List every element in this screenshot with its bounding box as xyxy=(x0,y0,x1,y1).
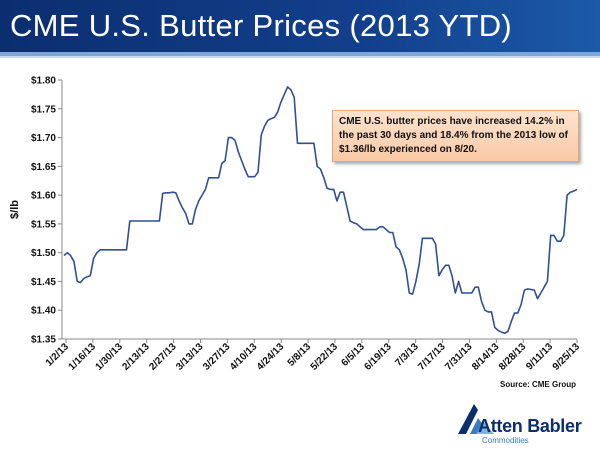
y-tick-label: $1.55 xyxy=(31,219,56,230)
x-tick-label: 5/22/13 xyxy=(309,341,341,373)
banner-rule xyxy=(0,52,600,56)
x-tick-label: 4/24/13 xyxy=(255,341,287,373)
x-tick-label: 1/30/13 xyxy=(94,341,126,373)
price-series-line xyxy=(63,86,578,335)
y-tick-label: $1.40 xyxy=(31,306,56,317)
x-tick-label: 7/17/13 xyxy=(416,341,448,373)
logo-tagline: Commodities xyxy=(482,436,529,445)
x-tick-label: 8/14/13 xyxy=(470,341,502,373)
x-tick-label: 9/25/13 xyxy=(551,341,583,373)
x-tick-label: 7/31/13 xyxy=(443,341,475,373)
x-tick-label: 3/27/13 xyxy=(201,341,233,373)
x-tick-label: 3/13/13 xyxy=(174,341,206,373)
logo-mark-icon xyxy=(458,404,494,434)
y-tick-label: $1.70 xyxy=(31,133,56,144)
y-tick-label: $1.50 xyxy=(31,248,56,259)
y-axis-label: $/lb xyxy=(9,200,21,219)
source-label: Source: CME Group xyxy=(499,380,576,389)
x-tick-label: 8/28/13 xyxy=(497,341,529,373)
x-tick-label: 9/11/13 xyxy=(524,341,555,372)
y-tick-label: $1.35 xyxy=(31,335,56,346)
logo-name: Atten Babler xyxy=(478,416,582,436)
title-banner: CME U.S. Butter Prices (2013 YTD) xyxy=(0,0,600,52)
x-tick-label: 6/19/13 xyxy=(362,341,394,373)
x-tick-label: 1/16/13 xyxy=(67,341,99,373)
y-tick-label: $1.60 xyxy=(31,191,56,202)
y-tick-label: $1.75 xyxy=(31,104,56,115)
x-tick-label: 4/10/13 xyxy=(228,341,260,373)
company-logo: Atten Babler Commodities xyxy=(452,398,600,449)
callout-box: CME U.S. butter prices have increased 14… xyxy=(332,110,579,162)
banner-rule-light xyxy=(0,56,600,58)
butter-price-chart: $1.35 $1.40 $1.45 $1.50 $1.55 $1.60 $1.65 $1.70… xyxy=(9,76,583,373)
x-tick-label: 2/27/13 xyxy=(147,341,179,373)
page-title: CME U.S. Butter Prices (2013 YTD) xyxy=(10,8,513,43)
y-tick-label: $1.45 xyxy=(31,277,56,288)
y-tick-label: $1.80 xyxy=(31,76,56,87)
y-tick-label: $1.65 xyxy=(31,162,56,173)
x-tick-label: 2/13/13 xyxy=(120,341,152,373)
